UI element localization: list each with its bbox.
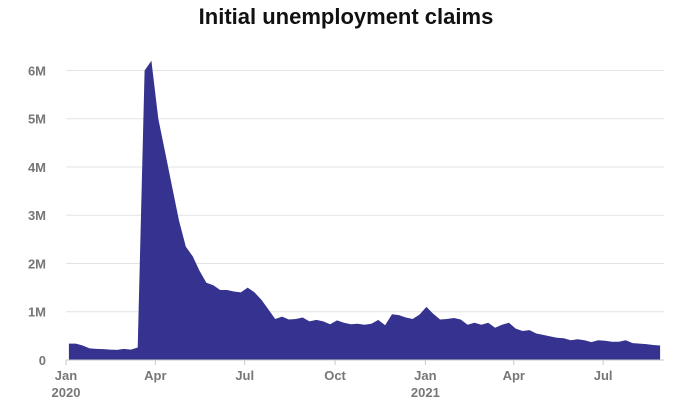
x-tick-year-label: 2021 — [411, 385, 440, 400]
y-tick-label: 0 — [39, 353, 46, 368]
x-tick-year-label: 2020 — [52, 385, 81, 400]
chart-title: Initial unemployment claims — [198, 4, 494, 29]
x-tick-label: Jul — [594, 368, 613, 383]
x-tick-label: Oct — [324, 368, 346, 383]
x-tick-label: Jan — [55, 368, 77, 383]
y-tick-label: 3M — [28, 208, 46, 223]
y-tick-label: 2M — [28, 256, 46, 271]
x-tick-label: Apr — [503, 368, 525, 383]
y-tick-label: 1M — [28, 305, 46, 320]
y-tick-label: 6M — [28, 63, 46, 78]
claims-area — [68, 60, 661, 361]
x-tick-label: Jul — [235, 368, 254, 383]
x-tick-label: Jan — [414, 368, 436, 383]
y-tick-label: 5M — [28, 112, 46, 127]
y-tick-label: 4M — [28, 160, 46, 175]
x-tick-label: Apr — [144, 368, 166, 383]
